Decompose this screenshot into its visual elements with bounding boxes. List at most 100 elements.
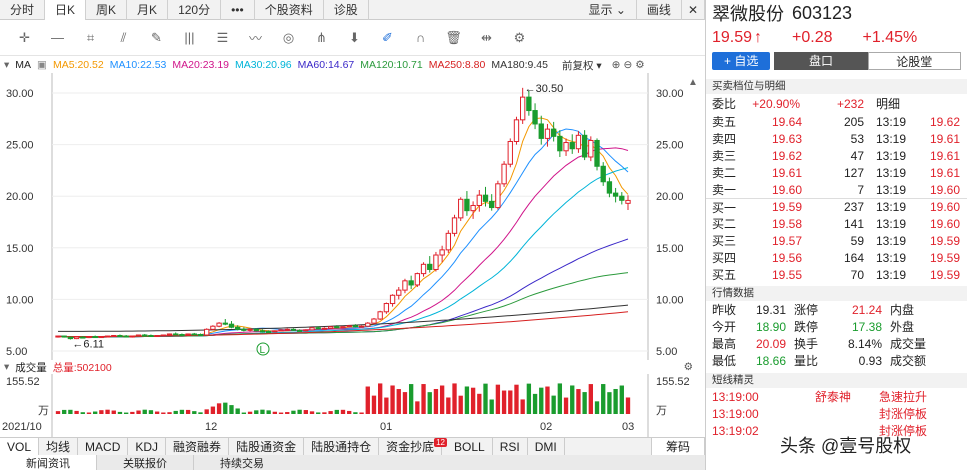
candle[interactable] [104, 335, 111, 338]
candle[interactable] [247, 328, 253, 331]
candlestick-chart[interactable]: 30.00 30.00 25.00 25.00 20.00 20.00 15.00 15.00… [0, 73, 705, 360]
candle[interactable] [142, 334, 148, 337]
indicator-tab-7[interactable]: 资金抄底 [379, 437, 443, 456]
candle[interactable] [358, 325, 365, 328]
trash-icon[interactable]: 🗑 [445, 29, 462, 45]
adjust-selector[interactable]: 前复权 ▾ [561, 59, 602, 72]
zoom-out-icon[interactable]: ⊖ [623, 59, 633, 71]
tab-related-quotes[interactable]: 关联报价 [97, 455, 194, 470]
magnet-icon[interactable]: ∩ [415, 30, 426, 45]
candle[interactable] [61, 335, 67, 338]
event-marker[interactable] [256, 342, 270, 356]
indicator-tab-8[interactable]: BOLL [447, 437, 493, 456]
candle[interactable] [513, 119, 520, 143]
scroll-up-icon[interactable]: ▲ [688, 77, 698, 88]
add-watchlist-button[interactable]: + 自选 [712, 51, 771, 70]
candle[interactable] [235, 326, 241, 330]
candle[interactable] [204, 328, 210, 336]
candle[interactable] [92, 336, 98, 339]
candle[interactable] [396, 289, 402, 296]
tab-timeshare[interactable]: 分时 [0, 0, 46, 20]
candle[interactable] [340, 326, 346, 329]
candle[interactable] [334, 326, 340, 329]
candle[interactable] [185, 333, 191, 336]
candle[interactable] [315, 327, 321, 330]
eraser-icon[interactable]: ✐ [382, 29, 393, 45]
indicator-tab-10[interactable]: DMI [528, 437, 565, 456]
candle[interactable] [389, 294, 396, 305]
candle[interactable] [173, 333, 179, 336]
candle[interactable] [148, 335, 154, 338]
candle[interactable] [117, 335, 123, 338]
volume-settings-icon[interactable]: ⚙ [683, 361, 693, 373]
tab-weekly-k[interactable]: 周K [86, 0, 128, 20]
candle[interactable] [612, 192, 619, 197]
candle[interactable] [470, 204, 476, 212]
candle[interactable] [210, 325, 216, 330]
candle[interactable] [309, 327, 315, 331]
candle[interactable] [197, 333, 204, 336]
collapse-icon[interactable]: ▾ [4, 59, 10, 71]
candle[interactable] [98, 336, 105, 339]
chart-settings-icon[interactable]: ⚙ [635, 59, 645, 71]
volume-chart[interactable]: 155.52 万 155.52 万 2021/10 12 01 02 03 [0, 374, 705, 437]
tab-diagnosis[interactable]: 诊股 [324, 0, 369, 20]
candle[interactable] [445, 232, 451, 251]
indicator-tab-6[interactable]: 陆股通持仓 [304, 437, 380, 456]
line-icon[interactable]: — [51, 30, 64, 45]
candle[interactable] [482, 194, 489, 202]
candle[interactable] [123, 335, 129, 338]
candle[interactable] [495, 183, 501, 209]
candle[interactable] [408, 280, 414, 286]
arrow-down-icon[interactable]: ⬇ [349, 29, 360, 45]
candle[interactable] [154, 335, 160, 338]
short-line-row[interactable]: 13:19:02 封涨停板 [706, 422, 967, 439]
zoom-in-icon[interactable]: ⊕ [611, 59, 621, 71]
indicator-tab-4[interactable]: 融资融券 [166, 437, 230, 456]
tab-120min[interactable]: 120分 [168, 0, 222, 20]
cycle-icon[interactable]: ◎ [282, 29, 295, 45]
candle[interactable] [569, 142, 575, 150]
pen-tool-icon[interactable]: ✎ [151, 29, 162, 45]
candle[interactable] [532, 110, 538, 125]
candle[interactable] [606, 181, 613, 194]
text-lines-icon[interactable]: ☰ [216, 29, 229, 45]
candle[interactable] [538, 123, 544, 139]
candle[interactable] [619, 195, 625, 201]
candle[interactable] [111, 335, 117, 338]
fork-icon[interactable]: ⋔ [316, 29, 327, 45]
candle[interactable] [327, 326, 334, 329]
gear-icon[interactable]: ⚙ [513, 29, 526, 45]
tab-forum[interactable]: 论股堂 [867, 51, 961, 70]
candle[interactable] [383, 303, 390, 313]
ma-settings-icon[interactable]: ▣ [37, 59, 47, 71]
candle[interactable] [352, 325, 359, 328]
candle[interactable] [402, 280, 408, 291]
candle[interactable] [222, 322, 228, 325]
candle[interactable] [73, 336, 80, 340]
display-menu[interactable]: 显示 ⌄ [579, 0, 637, 20]
candle[interactable] [544, 128, 551, 139]
candle[interactable] [259, 330, 266, 333]
wave-icon[interactable]: 〰 [248, 31, 262, 46]
candle[interactable] [284, 328, 290, 331]
candle[interactable] [464, 198, 470, 212]
drawing-menu[interactable]: 画线 [637, 0, 682, 20]
candle[interactable] [439, 249, 445, 256]
candle[interactable] [278, 329, 284, 332]
candle[interactable] [520, 96, 526, 121]
candle[interactable] [228, 323, 235, 328]
candle[interactable] [265, 330, 272, 333]
tab-news[interactable]: 新闻资讯 [0, 455, 97, 470]
tab-quote[interactable]: 盘口 [774, 51, 868, 70]
candle[interactable] [588, 139, 594, 158]
indicator-tab-3[interactable]: KDJ [128, 437, 167, 456]
indicator-tab-2[interactable]: MACD [78, 437, 129, 456]
candle[interactable] [427, 263, 433, 270]
candle[interactable] [420, 263, 427, 275]
candle[interactable] [179, 333, 185, 336]
candle[interactable] [575, 134, 582, 150]
candle[interactable] [290, 328, 297, 331]
candle[interactable] [451, 217, 458, 234]
candle[interactable] [458, 198, 464, 219]
